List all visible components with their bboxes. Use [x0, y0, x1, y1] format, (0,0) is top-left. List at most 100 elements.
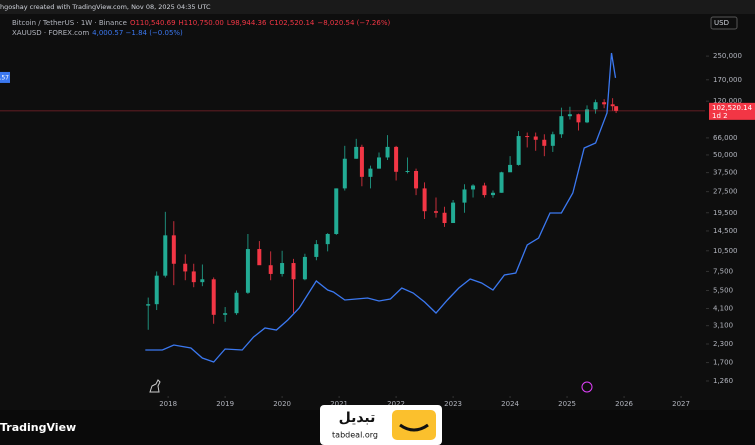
y-tick-label: 5,500	[713, 286, 733, 294]
price-tag	[709, 102, 755, 120]
legend-btc-value: L98,944.36	[227, 19, 267, 27]
legend-btc-value: O110,540.69	[130, 19, 176, 27]
gold-tag-label: 4,000.57	[0, 74, 9, 81]
candle-body	[171, 235, 176, 264]
x-tick-label: 2023	[444, 400, 462, 408]
header-bar	[0, 0, 755, 14]
watermark-name: تبدیل	[339, 410, 376, 426]
x-tick-label: 2018	[159, 400, 177, 408]
watermark-site: tabdeal.org	[332, 431, 378, 440]
candle-body	[314, 244, 319, 257]
y-tick-label: 14,500	[713, 227, 738, 235]
candle-body	[163, 235, 168, 276]
candle-body	[385, 146, 390, 158]
y-tick-label: 3,100	[713, 322, 733, 330]
candle-body	[451, 202, 456, 224]
candle-body	[422, 188, 427, 212]
currency-box	[710, 16, 738, 30]
candle-body	[211, 279, 216, 315]
legend-btc-value: C102,520.14	[269, 19, 315, 27]
candle-body	[223, 313, 228, 315]
currency: USD	[714, 19, 729, 27]
y-tick-label: 250,000	[713, 52, 742, 60]
candle-body	[325, 233, 330, 245]
candle-body	[191, 271, 196, 283]
x-tick-label: 2026	[615, 400, 633, 408]
x-tick-label: 2022	[387, 400, 405, 408]
event-icon	[581, 381, 593, 393]
x-tick-label: 2027	[672, 400, 690, 408]
candle-body	[508, 164, 513, 173]
candle-body	[359, 146, 364, 177]
candle-body	[533, 136, 538, 140]
x-tick-label: 2020	[273, 400, 291, 408]
y-tick-label: 120,000	[713, 97, 742, 105]
watermark-smile	[399, 423, 429, 432]
x-tick-label: 2025	[558, 400, 576, 408]
candle-body	[280, 263, 285, 274]
candle-body	[542, 139, 547, 146]
y-tick-label: 10,500	[713, 247, 738, 255]
candle-body	[394, 146, 399, 172]
candle-body	[499, 172, 504, 193]
candle-body	[342, 158, 347, 189]
y-tick-label: 27,500	[713, 188, 738, 196]
candle-body	[183, 263, 188, 272]
candle-body	[268, 265, 273, 274]
legend-btc-value: H110,750.00	[179, 19, 224, 27]
x-tick-label: 2021	[330, 400, 348, 408]
legend-btc-name: Bitcoin / TetherUS · 1W · Binance O110,54…	[12, 19, 390, 27]
gold-line	[145, 52, 617, 363]
candle-body	[576, 114, 581, 123]
x-tick-label: 2019	[216, 400, 234, 408]
price-tag-label: 102,520.14	[712, 104, 753, 112]
legend-btc-value: −8,020.54 (−7.26%)	[317, 19, 390, 27]
candle-body	[614, 106, 619, 111]
watermark-icon	[392, 410, 436, 440]
y-tick-label: 4,100	[713, 305, 733, 313]
candle-body	[602, 102, 607, 105]
candle-body	[585, 109, 590, 123]
candle-body	[200, 279, 205, 283]
dino-icon	[149, 379, 161, 393]
branding: TradingView	[0, 421, 76, 434]
y-tick-label: 66,000	[713, 134, 738, 142]
candle-body	[302, 256, 307, 280]
candle-body	[593, 102, 598, 110]
candle-body	[377, 157, 382, 169]
candle-body	[146, 304, 151, 306]
gold-tag	[0, 71, 10, 83]
header-text: hgoshay created with TradingView.com, No…	[0, 3, 211, 11]
candle-body	[354, 146, 359, 159]
x-tick-label: 2024	[501, 400, 519, 408]
y-tick-label: 50,000	[713, 151, 738, 159]
candle-body	[291, 263, 296, 280]
y-tick-label: 19,500	[713, 209, 738, 217]
candle-body	[234, 292, 239, 314]
candle-body	[482, 185, 487, 196]
y-tick-label: 2,300	[713, 340, 733, 348]
countdown: 1d 2	[712, 112, 728, 120]
candle-body	[559, 116, 564, 135]
candle-body	[334, 188, 339, 234]
candle-body	[257, 249, 262, 266]
y-tick-label: 7,500	[713, 267, 733, 275]
y-tick-label: 1,260	[713, 377, 733, 385]
candle-body	[245, 249, 250, 293]
candle-body	[490, 192, 495, 196]
candle-body	[414, 170, 419, 189]
candle-body	[462, 189, 467, 203]
candle-body	[405, 170, 410, 172]
candle-body	[550, 134, 555, 146]
y-tick-label: 170,000	[713, 76, 742, 84]
candle-body	[610, 104, 615, 107]
candle-body	[567, 114, 572, 117]
y-tick-label: 1,700	[713, 359, 733, 367]
candle-body	[368, 168, 373, 177]
legend-gold-value: 4,000.57 −1.84 (−0.05%)	[92, 29, 183, 37]
y-tick-label: 37,500	[713, 169, 738, 177]
candle-body	[516, 136, 521, 165]
candle-body	[525, 136, 530, 138]
legend-gold-name: XAUUSD · FOREX.com 4,000.57 −1.84 (−0.05%…	[12, 29, 183, 37]
